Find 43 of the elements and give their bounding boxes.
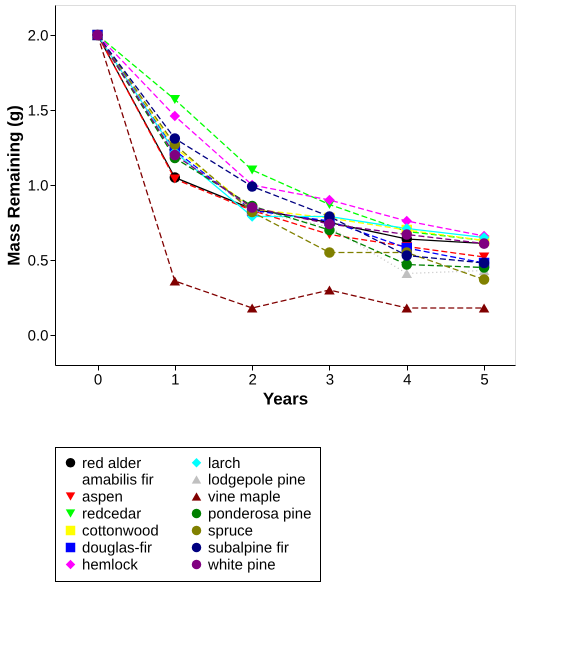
- point: [402, 259, 412, 270]
- legend-label: ponderosa pine: [208, 506, 312, 522]
- point: [402, 229, 412, 240]
- legend-label: douglas-fir: [82, 540, 152, 556]
- x-tick-label: 2: [248, 372, 257, 388]
- legend-label: lodgepole pine: [208, 472, 306, 488]
- x-tick-label: 3: [326, 372, 334, 388]
- text: amabilis fir: [82, 472, 154, 488]
- x-tick-label: 5: [480, 372, 489, 388]
- legend-label: white pine: [207, 556, 276, 574]
- y-tick-label: 2.0: [28, 28, 48, 44]
- legend-label: spruce: [208, 522, 254, 540]
- y-axis-title: Mass Remaining (g): [4, 105, 24, 266]
- point: [246, 303, 258, 313]
- y-tick-label: 0.5: [28, 252, 48, 270]
- point: [324, 194, 335, 206]
- point: [478, 274, 490, 285]
- x-tick-label: 0: [94, 372, 102, 388]
- point: [170, 276, 180, 286]
- legend-label: larch: [208, 454, 241, 472]
- legend-label: subalpine fir: [208, 540, 289, 556]
- legend-label: hemlock: [82, 556, 138, 574]
- point: [402, 250, 412, 261]
- y-tick-label: 1.5: [28, 102, 48, 120]
- x-tick-label: 4: [403, 372, 412, 388]
- legend-label: vine maple: [208, 488, 281, 506]
- point: [324, 285, 335, 295]
- legend-label: aspen: [82, 488, 123, 506]
- x-axis-title: Years: [262, 390, 308, 408]
- point: [170, 110, 180, 122]
- point: [170, 94, 180, 104]
- y-tick-label: 1.0: [28, 178, 48, 194]
- point: [402, 303, 412, 313]
- legend-label: redcedar: [82, 506, 142, 522]
- legend-label: red alder: [82, 454, 142, 472]
- legend-label: cottonwood: [82, 522, 159, 540]
- x-tick-label: 1: [171, 372, 180, 388]
- point: [246, 165, 258, 175]
- point: [324, 247, 335, 258]
- point: [170, 133, 180, 144]
- point: [170, 150, 180, 160]
- point: [478, 303, 490, 313]
- y-tick-label: 0.0: [28, 328, 48, 344]
